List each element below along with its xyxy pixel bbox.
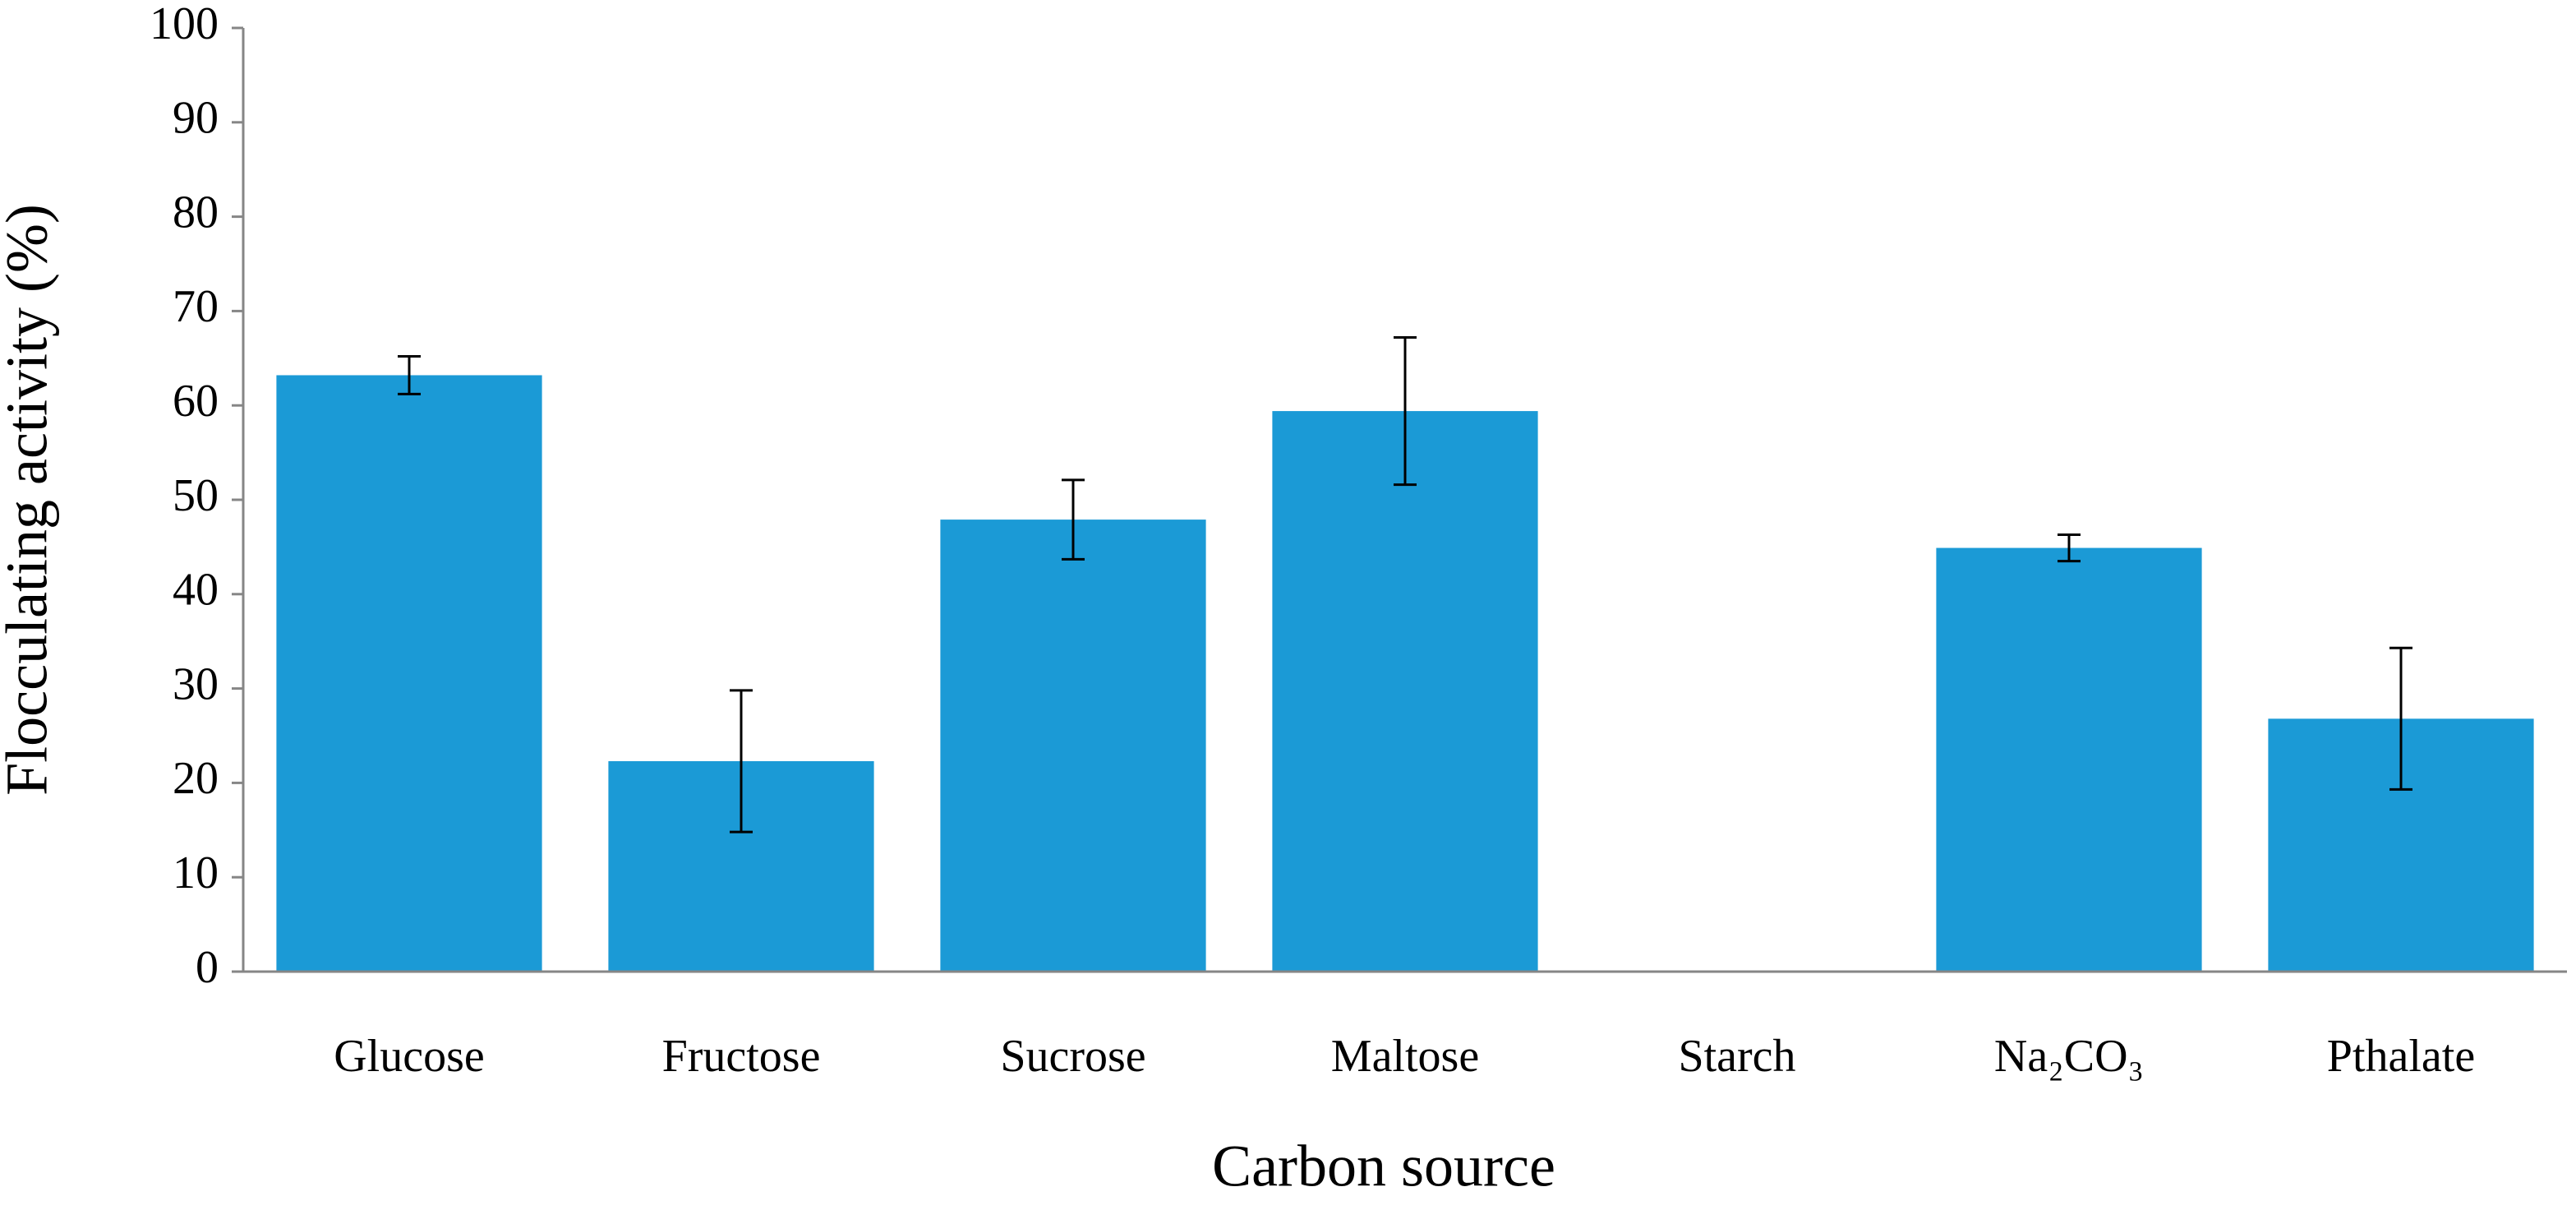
y-tick-label: 30 [173,658,219,709]
x-tick-label: Sucrose [1000,1031,1145,1082]
y-axis-title: Flocculating activity (%) [0,204,60,796]
error-bar [1062,478,1085,561]
error-bar [2058,533,2081,563]
error-bar [398,355,421,395]
bar [940,520,1206,972]
y-tick-label: 70 [173,281,219,332]
y-tick-label: 20 [173,753,219,804]
x-tick-label: Na₂CO₃ [1994,1031,2144,1082]
y-tick-label: 10 [173,847,219,898]
bar [1936,547,2202,972]
error-bar [730,689,753,834]
y-tick-label: 100 [150,0,219,49]
x-tick-label: Pthalate [2327,1031,2475,1082]
y-tick-label: 80 [173,187,219,238]
error-bar [2389,646,2412,791]
x-tick-label: Fructose [662,1031,821,1082]
y-tick-label: 90 [173,93,219,144]
y-tick-label: 50 [173,470,219,521]
x-tick-label: Maltose [1331,1031,1479,1082]
x-axis-title: Carbon source [1212,1134,1555,1199]
error-bar [1394,336,1417,487]
bar [1272,411,1538,972]
y-tick-label: 40 [173,565,219,616]
x-tick-label: Starch [1678,1031,1795,1082]
bar [276,375,542,972]
y-tick-label: 60 [173,376,219,427]
y-tick-label: 0 [196,942,219,993]
x-tick-label: Glucose [334,1031,485,1082]
